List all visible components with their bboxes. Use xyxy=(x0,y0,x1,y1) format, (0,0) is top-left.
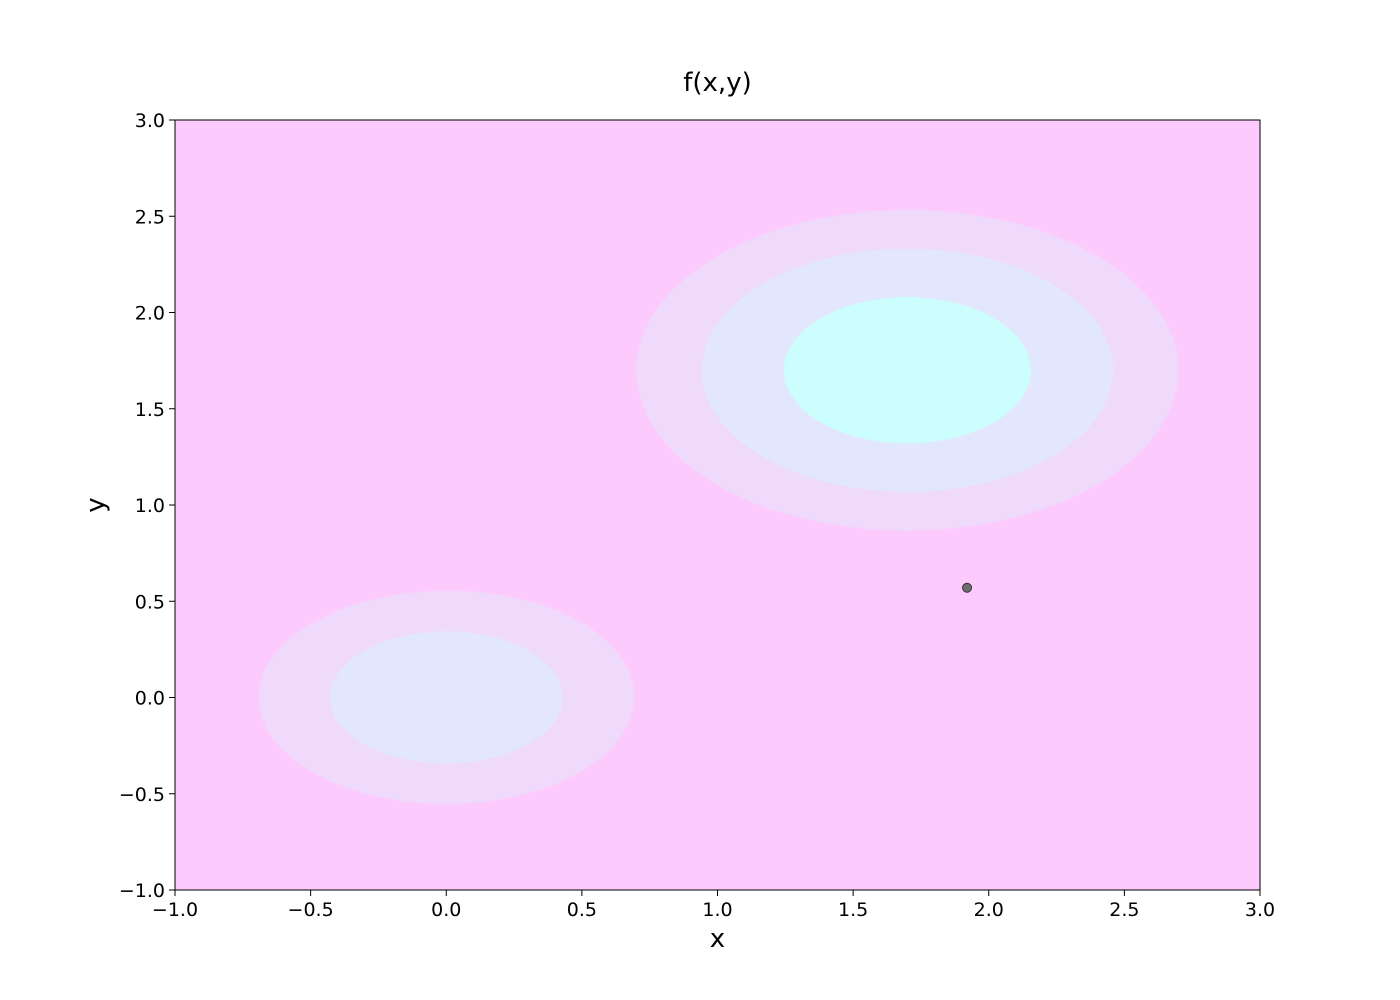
y-tick-label: 0.0 xyxy=(135,688,165,710)
y-tick-label: 1.5 xyxy=(135,399,165,421)
y-tick-label: 2.0 xyxy=(135,303,165,325)
y-axis: −1.0 −0.5 0.0 0.5 1.0 1.5 2.0 2.5 3.0 xyxy=(119,110,175,902)
x-tick-label: 2.0 xyxy=(974,899,1004,921)
x-axis: −1.0 −0.5 0.0 0.5 1.0 1.5 2.0 2.5 3.0 xyxy=(152,890,1275,921)
x-tick-label: 1.0 xyxy=(702,899,732,921)
y-axis-label: y xyxy=(81,497,111,512)
y-tick-label: −1.0 xyxy=(119,880,165,902)
y-tick-label: 0.5 xyxy=(135,591,165,613)
x-tick-label: 2.5 xyxy=(1109,899,1139,921)
data-points xyxy=(962,582,973,593)
data-point xyxy=(962,582,973,593)
contour-fill xyxy=(175,120,1260,890)
y-tick-label: −0.5 xyxy=(119,784,165,806)
x-axis-label: x xyxy=(710,924,725,954)
x-tick-label: 0.5 xyxy=(567,899,597,921)
y-tick-label: 2.5 xyxy=(135,206,165,228)
x-tick-label: 0.0 xyxy=(431,899,461,921)
x-tick-label: −1.0 xyxy=(152,899,198,921)
contour-field xyxy=(175,120,1260,890)
y-tick-label: 1.0 xyxy=(135,495,165,517)
chart-title: f(x,y) xyxy=(683,68,751,98)
x-tick-label: −0.5 xyxy=(288,899,334,921)
x-tick-label: 3.0 xyxy=(1245,899,1275,921)
y-tick-label: 3.0 xyxy=(135,110,165,132)
x-tick-label: 1.5 xyxy=(838,899,868,921)
